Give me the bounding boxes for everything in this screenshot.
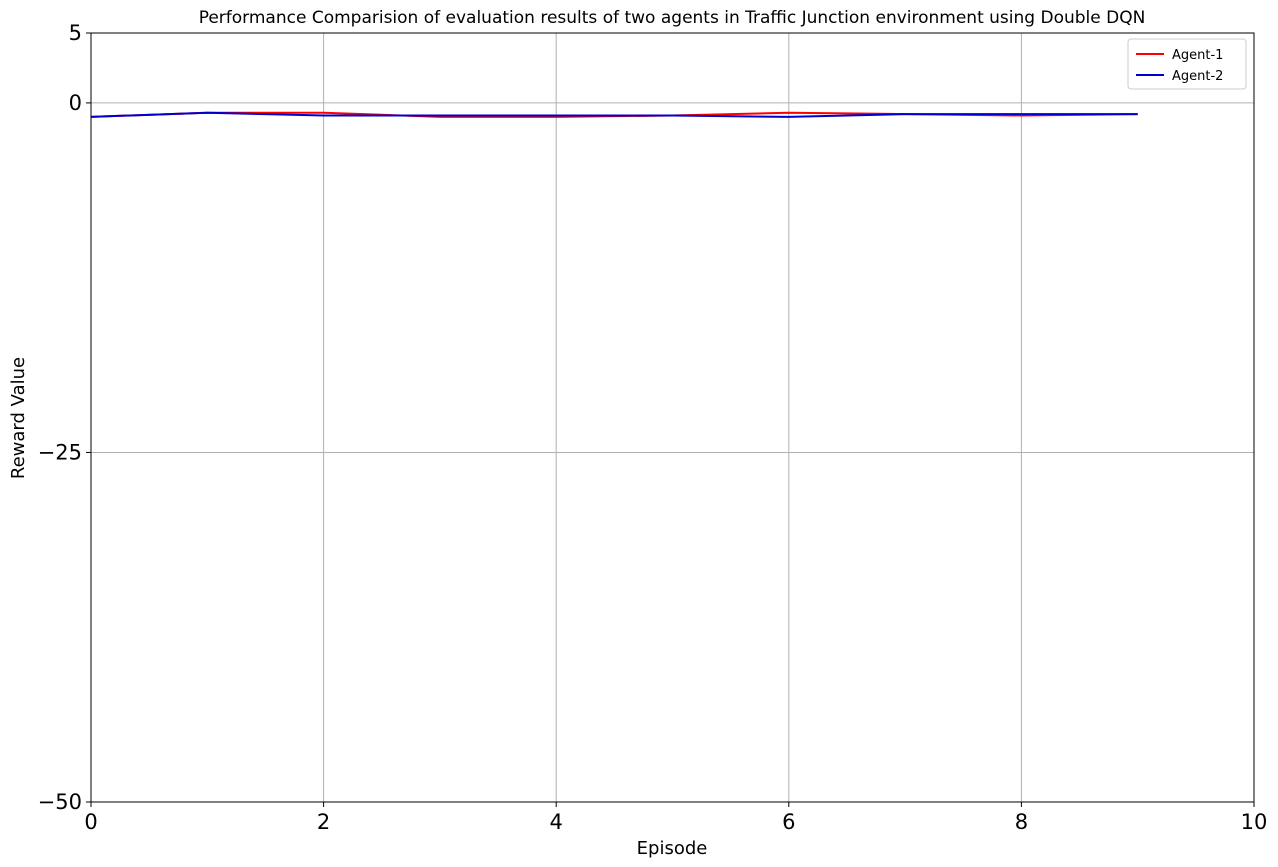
x-tick-label: 2: [317, 810, 330, 834]
series-line-agent-2: [90, 111, 1138, 118]
legend-label-agent-1: Agent-1: [1172, 48, 1223, 63]
series-lines: [90, 111, 1138, 118]
y-tick-label: −25: [38, 440, 82, 464]
y-tick-label: −50: [38, 790, 82, 814]
plot-frame: [90, 32, 1255, 803]
y-tick-label: 5: [69, 21, 82, 45]
legend-box: [1127, 38, 1247, 90]
x-axis-label: Episode: [637, 838, 708, 859]
legend: Agent-1 Agent-2: [1127, 38, 1247, 90]
x-tick-label: 8: [1015, 810, 1028, 834]
y-axis-label: Reward Value: [8, 357, 29, 479]
ticks: 0 2 4 6 8 10 −50 −25 0 5: [38, 21, 1268, 834]
y-tick-label: 0: [69, 91, 82, 115]
x-tick-label: 0: [84, 810, 97, 834]
x-tick-label: 4: [550, 810, 563, 834]
chart-title: Performance Comparision of evaluation re…: [199, 8, 1146, 28]
x-tick-label: 6: [782, 810, 795, 834]
legend-label-agent-2: Agent-2: [1172, 69, 1223, 84]
x-tick-label: 10: [1241, 810, 1268, 834]
grid: [90, 32, 1255, 803]
